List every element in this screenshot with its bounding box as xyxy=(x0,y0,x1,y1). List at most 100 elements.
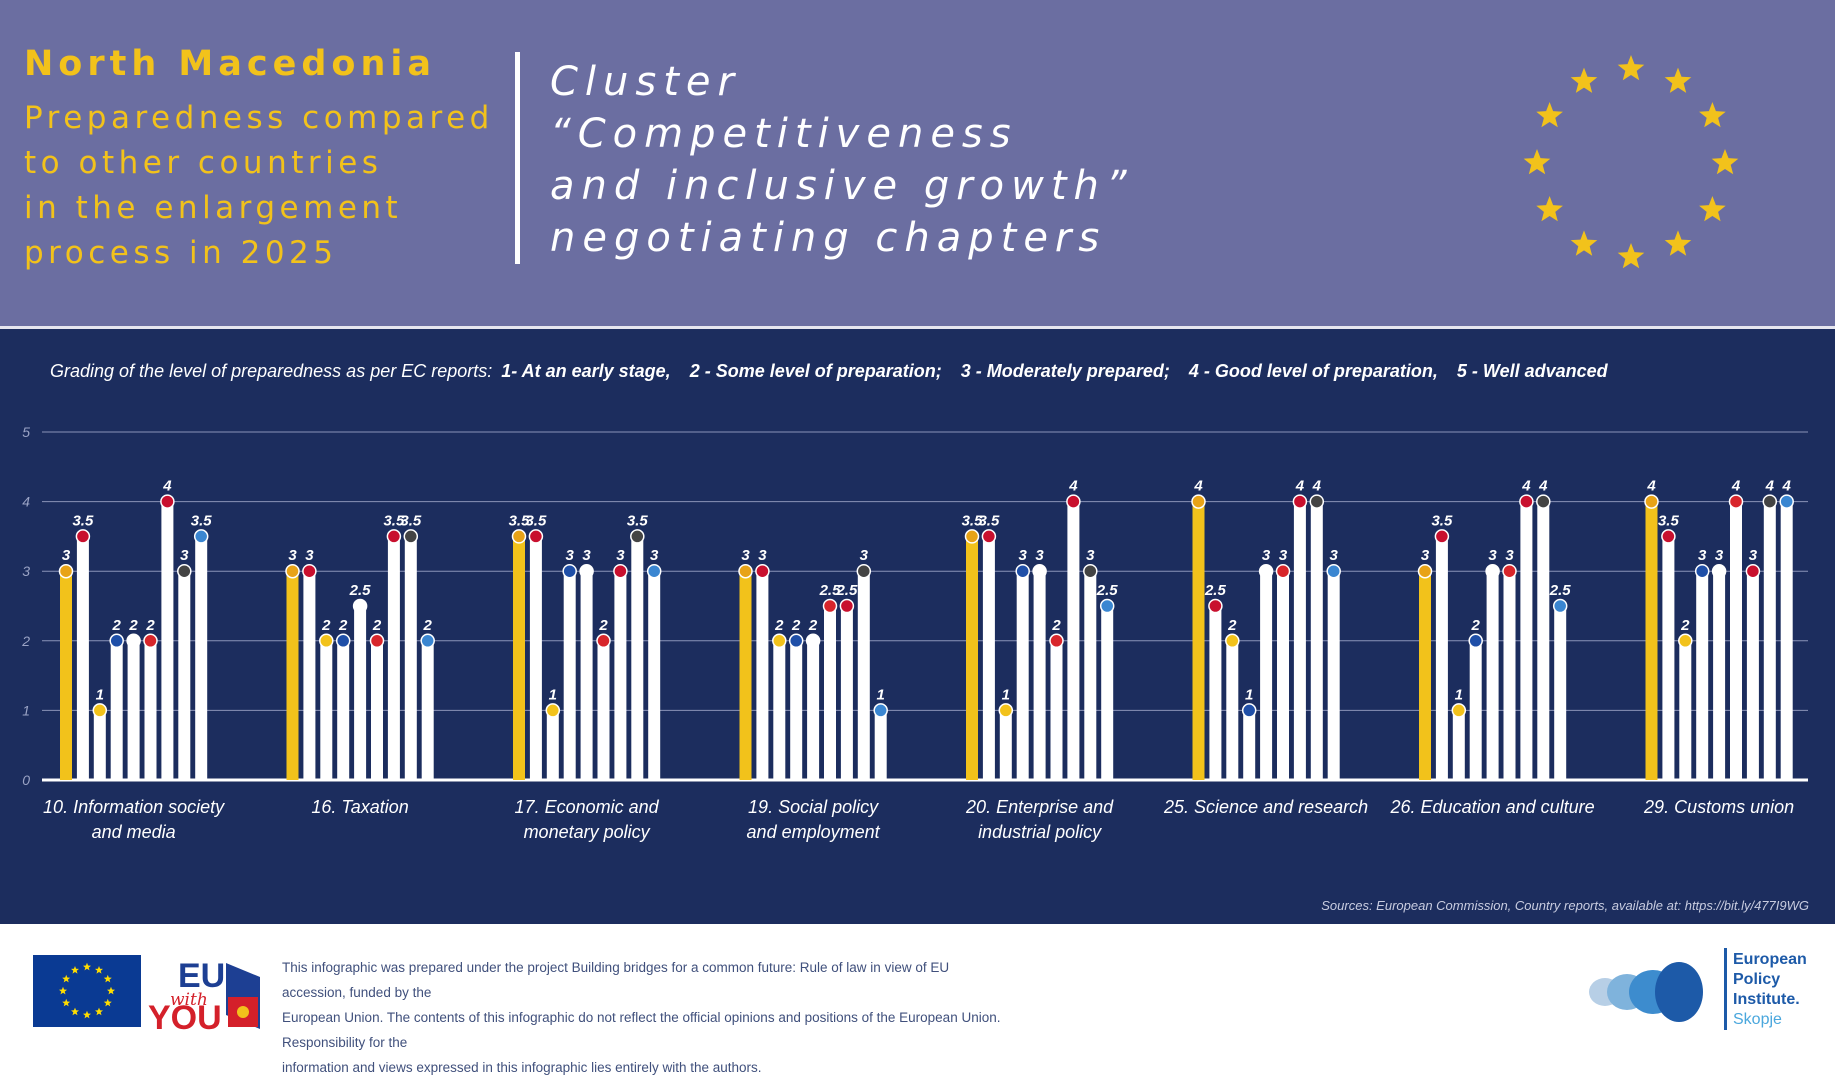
country-flag-icon xyxy=(873,703,888,718)
bar-value-label: 3 xyxy=(758,547,767,564)
bar-value-label: 2 xyxy=(372,617,382,634)
bar xyxy=(982,536,995,780)
bar xyxy=(1419,571,1431,780)
country-flag-icon xyxy=(1728,494,1744,509)
bar xyxy=(1679,640,1692,780)
bar-value-label: 3.5 xyxy=(978,512,1000,529)
bar xyxy=(1763,501,1776,780)
bar xyxy=(840,606,853,780)
country-flag-icon xyxy=(738,563,753,579)
legend-grade-1: 1- At an early stage, xyxy=(501,361,671,381)
country-flag-icon xyxy=(1434,529,1450,544)
bar xyxy=(320,640,333,780)
bar-value-label: 4 xyxy=(1782,478,1792,495)
bar-value-label: 2.5 xyxy=(1549,582,1572,599)
bar xyxy=(648,571,661,780)
country-flag-icon xyxy=(1275,563,1291,579)
bar-value-label: 3 xyxy=(1086,547,1095,564)
country-flag-icon xyxy=(1451,703,1467,718)
eu-star-icon xyxy=(1570,67,1598,93)
bar xyxy=(337,640,350,780)
bar xyxy=(387,536,400,780)
bar-value-label: 3.5 xyxy=(962,512,984,529)
bar xyxy=(1520,501,1533,780)
bar-value-label: 2 xyxy=(423,617,433,634)
bar xyxy=(127,640,140,780)
footer xyxy=(0,924,1835,1058)
eu-star-icon xyxy=(1711,149,1739,175)
bar-value-label: 3 xyxy=(180,547,189,564)
bar-value-label: 2 xyxy=(145,617,155,634)
country-flag-icon xyxy=(1519,494,1534,509)
bar-value-label: 3 xyxy=(1488,547,1497,564)
bar-value-label: 4 xyxy=(162,478,172,495)
country-flag-icon xyxy=(1779,494,1794,509)
eu-star-icon xyxy=(1523,149,1551,175)
subtitle-line: Preparedness compared xyxy=(24,100,494,136)
epi-line: Policy xyxy=(1733,971,1781,988)
bar xyxy=(421,640,434,780)
bar-value-label: 2 xyxy=(321,617,331,634)
bar-value-label: 2.5 xyxy=(1204,582,1227,599)
country-flag-icon xyxy=(92,703,108,718)
bar-value-label: 3 xyxy=(1035,547,1044,564)
eu-flag-star-icon xyxy=(83,962,91,971)
bar xyxy=(1780,501,1793,780)
country-flag-icon xyxy=(805,633,821,649)
bar xyxy=(1746,571,1759,780)
eu-flag-star-icon xyxy=(103,998,112,1007)
country-flag-icon xyxy=(964,529,980,544)
bar xyxy=(404,536,417,780)
bar-value-label: 3.5 xyxy=(400,512,422,529)
bar xyxy=(1192,501,1205,780)
bar xyxy=(1537,501,1550,780)
bar-value-label: 2 xyxy=(1227,617,1237,634)
y-tick-label: 4 xyxy=(22,494,30,510)
country-flag-icon xyxy=(193,529,209,544)
eu-star-icon xyxy=(1699,102,1726,128)
bar-value-label: 2 xyxy=(598,617,608,634)
legend-grade-4: 4 - Good level of preparation, xyxy=(1188,361,1438,381)
country-flag-icon xyxy=(1309,494,1325,509)
country-flag-icon xyxy=(1762,494,1778,509)
bar xyxy=(195,536,208,780)
bar-value-label: 1 xyxy=(1455,686,1463,703)
bar-value-label: 4 xyxy=(1765,478,1775,495)
category-label: 17. Economic and xyxy=(515,797,660,817)
bar xyxy=(756,571,769,780)
category-label: 19. Social policy xyxy=(748,797,879,817)
bar-value-label: 3 xyxy=(1749,547,1758,564)
country-flag-icon xyxy=(109,633,124,649)
cluster-line: and inclusive growth” xyxy=(550,163,1134,209)
country-flag-icon xyxy=(1745,563,1761,579)
eu-flag-star-icon xyxy=(71,966,79,974)
country-flag-icon xyxy=(1644,494,1659,509)
subtitle-line: process in 2025 xyxy=(24,235,338,271)
eu-stars-icon xyxy=(1523,55,1739,269)
bar xyxy=(1260,571,1273,780)
country-flag-icon xyxy=(579,563,594,579)
bar-value-label: 1 xyxy=(549,686,557,703)
y-tick-label: 2 xyxy=(21,633,30,649)
header-separator xyxy=(0,326,1835,329)
country-flag-icon xyxy=(1099,598,1115,614)
bar xyxy=(513,536,525,780)
bar-value-label: 3 xyxy=(1019,547,1028,564)
bar xyxy=(1243,710,1256,780)
bar xyxy=(1327,571,1340,780)
country-flag-icon xyxy=(788,633,804,649)
bar-value-label: 3.5 xyxy=(1658,512,1680,529)
country-flag-icon xyxy=(1678,633,1693,649)
country-flag-icon xyxy=(319,633,334,649)
country-flag-icon xyxy=(1258,563,1274,579)
country-flag-icon xyxy=(822,598,838,614)
country-flag-icon xyxy=(528,529,544,544)
bar xyxy=(1503,571,1516,780)
logo-flag-sun xyxy=(237,1006,249,1018)
bar-value-label: 3 xyxy=(582,547,591,564)
bar xyxy=(739,571,752,780)
bar xyxy=(580,571,593,780)
eu-flag-star-icon xyxy=(62,998,71,1007)
bar-value-label: 4 xyxy=(1295,478,1305,495)
epi-line: European xyxy=(1733,951,1807,968)
